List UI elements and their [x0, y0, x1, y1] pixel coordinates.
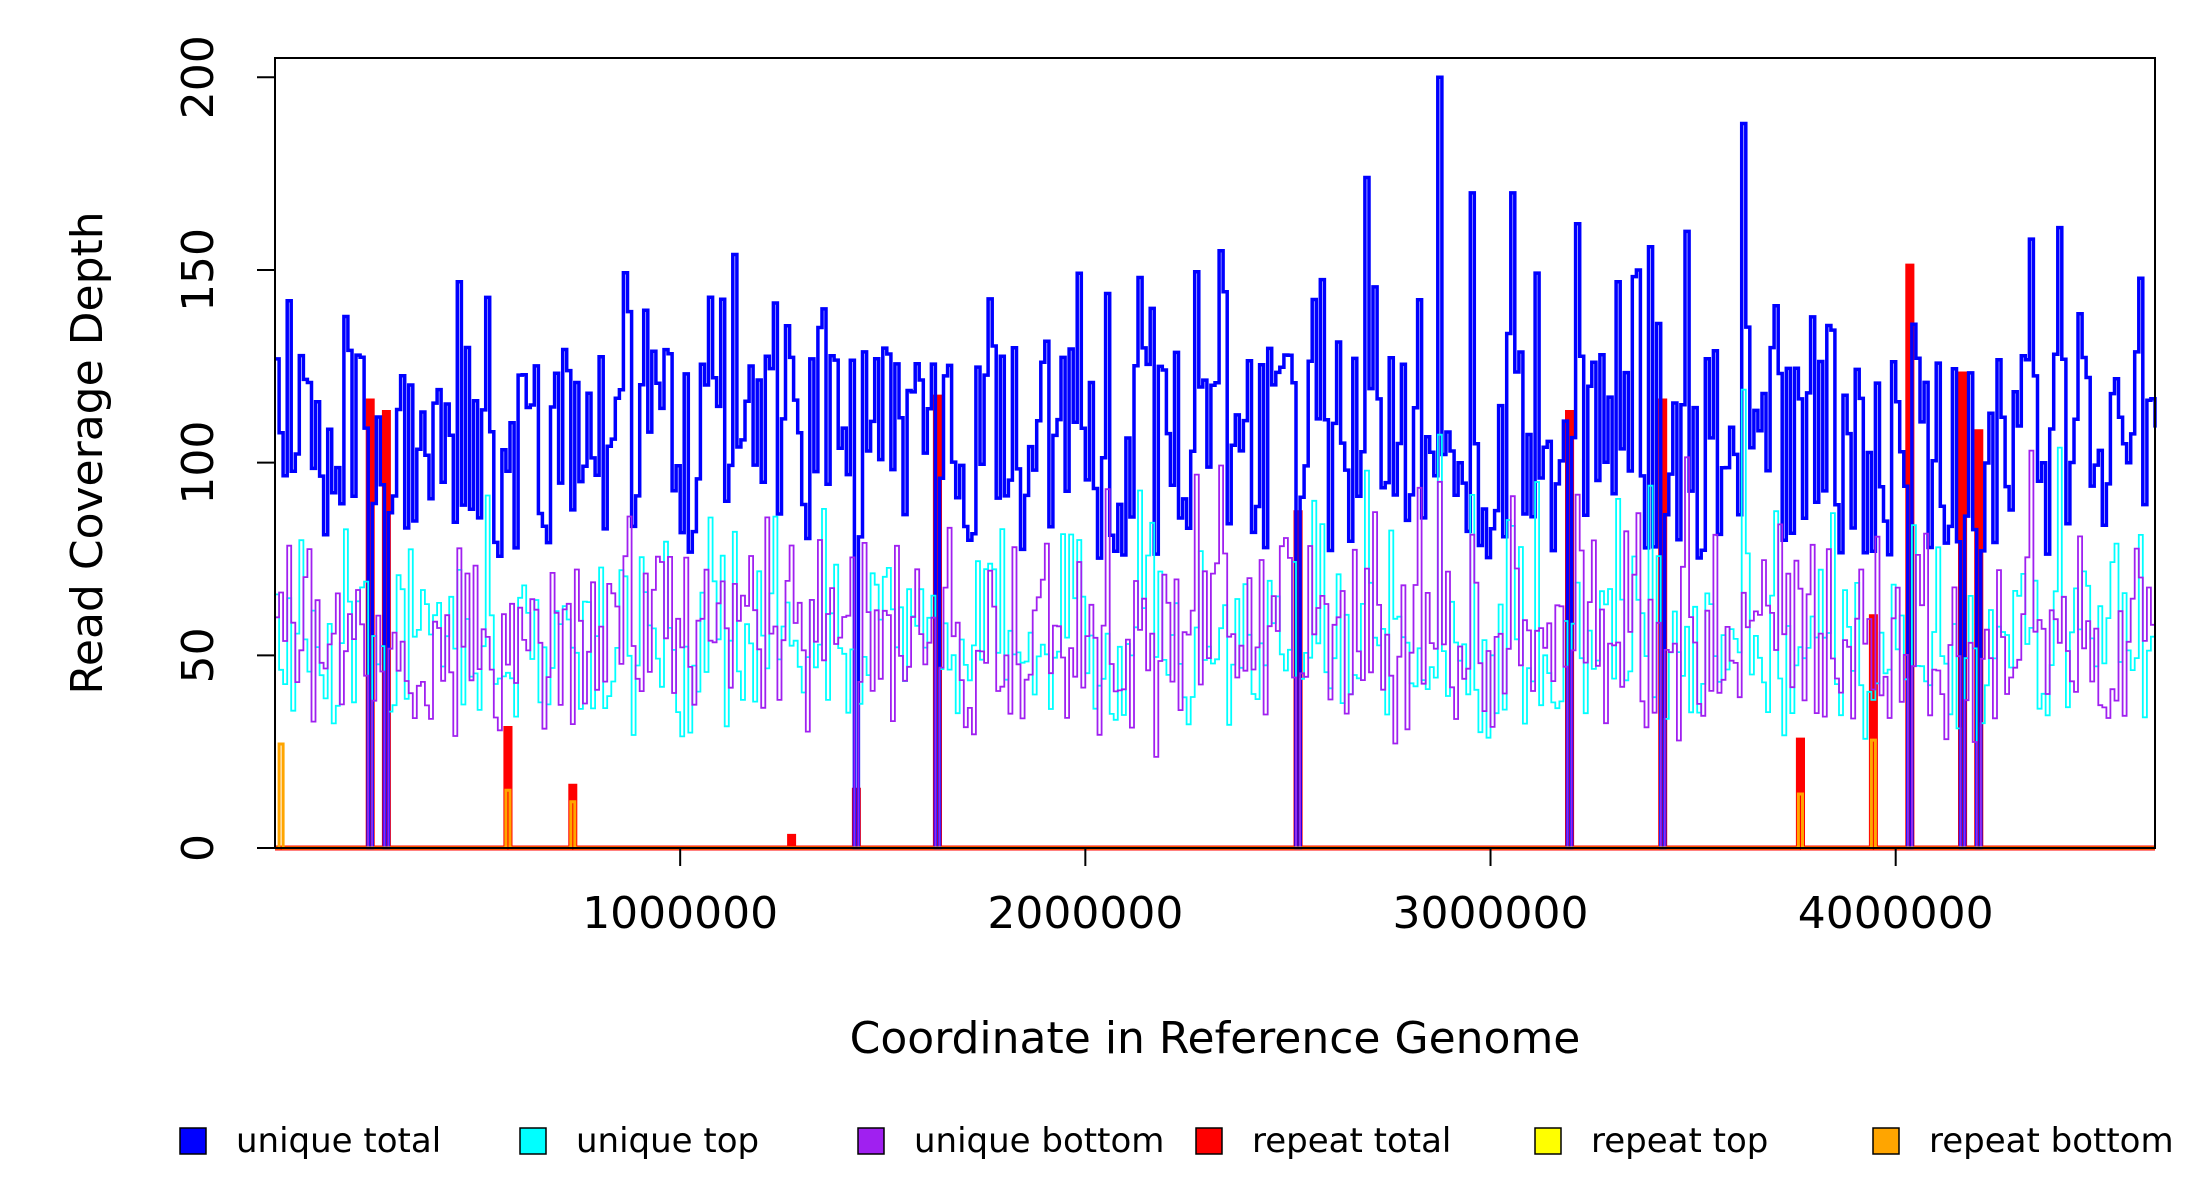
legend-label: unique top: [576, 1121, 759, 1161]
legend-label: repeat top: [1591, 1121, 1768, 1161]
x-tick-label: 1000000: [582, 888, 778, 939]
legend-swatch: [1534, 1127, 1562, 1155]
legend: unique total unique top unique bottom repea…: [179, 1121, 2174, 1161]
y-tick-label: 0: [173, 834, 224, 862]
y-tick-label: 50: [173, 627, 224, 683]
series-unique-total: [275, 75, 2157, 850]
legend-label: repeat total: [1252, 1121, 1451, 1161]
axes-layer: 1000000 2000000 3000000 4000000 0 50 100 150 200: [173, 35, 1994, 939]
series-unique-bottom: [275, 449, 2156, 849]
y-axis-title: Read Coverage Depth: [62, 211, 113, 694]
legend-swatch: [857, 1127, 885, 1155]
series-repeat-total: [275, 263, 2155, 851]
x-tick-label: 3000000: [1393, 888, 1589, 939]
x-axis-title: Coordinate in Reference Genome: [850, 1013, 1581, 1064]
series-layer: [275, 75, 2157, 851]
legend-swatch: [1195, 1127, 1223, 1155]
x-tick-label: 2000000: [987, 888, 1183, 939]
x-tick-label: 4000000: [1798, 888, 1994, 939]
y-tick-label: 100: [173, 421, 224, 505]
y-tick-label: 200: [173, 35, 224, 119]
legend-label: repeat bottom: [1929, 1121, 2174, 1161]
legend-label: unique bottom: [914, 1121, 1164, 1161]
legend-swatch: [1872, 1127, 1900, 1155]
plot-frame: [274, 57, 2156, 849]
y-tick-label: 150: [173, 228, 224, 312]
legend-swatch: [179, 1127, 207, 1155]
legend-swatch: [519, 1127, 547, 1155]
legend-label: unique total: [236, 1121, 441, 1161]
